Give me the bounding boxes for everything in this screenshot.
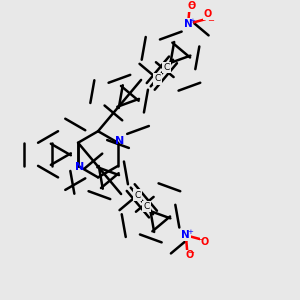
Text: C: C (134, 191, 140, 200)
Text: N: N (115, 136, 124, 146)
Text: C: C (154, 74, 160, 83)
Text: −: − (187, 248, 194, 257)
Text: N: N (182, 230, 190, 240)
Text: C: C (164, 63, 169, 72)
Text: N: N (75, 162, 84, 172)
Text: O: O (201, 238, 209, 248)
Text: O: O (188, 1, 196, 11)
Text: +: + (190, 18, 195, 24)
Text: −: − (207, 16, 214, 25)
Text: O: O (203, 9, 212, 19)
Text: +: + (187, 230, 193, 236)
Text: −: − (196, 235, 203, 244)
Text: O: O (185, 250, 194, 260)
Text: N: N (184, 19, 193, 29)
Text: C: C (143, 202, 150, 211)
Text: −: − (187, 0, 194, 9)
